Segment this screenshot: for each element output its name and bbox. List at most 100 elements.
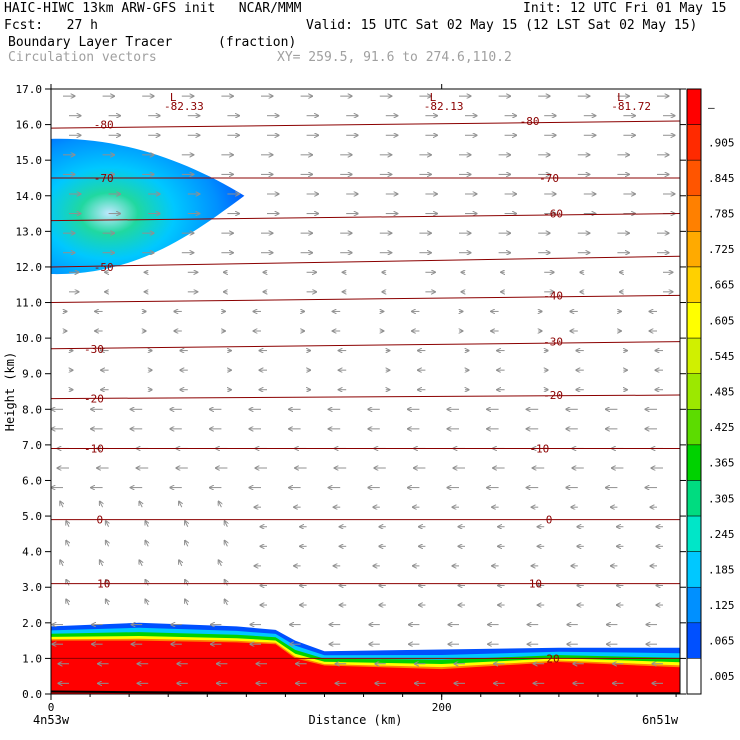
circulation-vector <box>139 560 142 567</box>
circulation-vector <box>218 501 221 508</box>
terrain-line <box>51 690 680 694</box>
y-tick-label: 1.0 <box>22 652 42 665</box>
field-units: (fraction) <box>218 35 297 50</box>
y-tick-label: 12.0 <box>16 261 43 274</box>
colorbar-swatch <box>686 551 702 588</box>
colorbar-label: .245 <box>708 528 735 541</box>
colorbar-label: .905 <box>708 136 735 149</box>
isotherm-label: 0 <box>546 514 553 527</box>
circulation-vector <box>100 560 103 567</box>
low-value: -81.72 <box>611 100 651 113</box>
isotherm-line <box>51 120 680 129</box>
colorbar-swatch <box>686 444 702 481</box>
y-tick-label: 4.0 <box>22 546 42 559</box>
isotherm-label: -80 <box>94 119 114 132</box>
circulation-vector <box>179 501 182 508</box>
colorbar-frame <box>686 88 702 695</box>
isotherm-label: -70 <box>94 172 114 185</box>
y-tick-label: 6.0 <box>22 474 42 487</box>
colorbar-label: .305 <box>708 492 735 505</box>
isotherm-label: -50 <box>94 261 114 274</box>
circulation-vector <box>185 521 188 527</box>
isotherm-label: -10 <box>529 442 549 455</box>
circulation-vector <box>185 599 188 606</box>
circulation-vector <box>66 579 69 586</box>
x-axis-label: Distance (km) <box>309 713 403 727</box>
y-tick-label: 14.0 <box>16 190 43 203</box>
circulation-vector <box>145 521 148 527</box>
y-tick-label: 8.0 <box>22 403 42 416</box>
circulation-vector <box>100 501 103 508</box>
colorbar-swatch <box>686 373 702 410</box>
circulation-vector <box>106 579 109 586</box>
colorbar-swatch <box>686 88 702 125</box>
circulation-vector <box>185 540 188 547</box>
colorbar-label: .665 <box>708 279 735 292</box>
colorbar-swatch <box>686 231 702 268</box>
low-value: -82.13 <box>424 100 464 113</box>
overlay-name: Circulation vectors <box>8 50 157 65</box>
y-tick-label: 0.0 <box>22 688 42 701</box>
colorbar-label: .485 <box>708 386 735 399</box>
isotherm-label: -80 <box>520 115 540 128</box>
isotherm-contours <box>51 120 680 659</box>
y-tick-label: 16.0 <box>16 119 43 132</box>
isotherm-line <box>51 213 680 222</box>
colorbar-label: .845 <box>708 172 735 185</box>
colorbar-label: .065 <box>708 635 735 648</box>
circulation-vector <box>224 579 227 586</box>
colorbar-swatch <box>686 586 702 624</box>
valid-time: Valid: 15 UTC Sat 02 May 15 (12 LST Sat … <box>306 18 698 33</box>
isotherm-line <box>51 341 680 350</box>
circulation-vector <box>60 560 63 567</box>
y-tick-label: 5.0 <box>22 510 42 523</box>
circulation-vector <box>145 599 148 606</box>
circulation-vector <box>185 579 188 586</box>
x-end-label: 6n51w <box>642 713 679 727</box>
upper-tracer-plume <box>51 138 245 275</box>
cross-section-endpoints: XY= 259.5, 91.6 to 274.6,110.2 <box>277 50 512 65</box>
circulation-vector <box>145 540 148 547</box>
model-title: HAIC-HIWC 13km ARW-GFS init NCAR/MMM <box>4 1 302 16</box>
colorbar-swatch <box>686 124 702 161</box>
isotherm-label: -20 <box>84 393 104 406</box>
colorbar-swatch <box>686 337 702 374</box>
colorbar-swatch <box>686 195 702 232</box>
circulation-vector <box>224 540 227 547</box>
isotherm-line <box>51 394 680 400</box>
isotherm-label: -30 <box>84 343 104 356</box>
isotherm-label: 20 <box>546 652 559 665</box>
y-tick-label: 17.0 <box>16 83 43 96</box>
isotherm-line <box>51 294 680 304</box>
circulation-vector <box>224 599 227 606</box>
boundary-layer-tracer-saturated <box>51 640 680 694</box>
isotherm-label: -20 <box>543 389 563 402</box>
isotherm-label: 10 <box>529 578 542 591</box>
circulation-vector <box>66 599 69 606</box>
colorbar-label: .725 <box>708 243 735 256</box>
colorbar-label: .365 <box>708 457 735 470</box>
isotherm-label: -40 <box>543 289 563 302</box>
low-marker: L <box>170 91 177 104</box>
low-marker: L <box>430 91 437 104</box>
colorbar-label: .005 <box>708 670 735 683</box>
colorbar-swatch <box>686 302 702 339</box>
circulation-vector <box>218 560 221 567</box>
isotherm-label: -70 <box>539 172 559 185</box>
colorbar-swatch <box>686 409 702 446</box>
plot-frame <box>50 88 681 695</box>
circulation-vector <box>179 560 182 567</box>
y-tick-label: 15.0 <box>16 154 43 167</box>
colorbar-swatch <box>686 622 702 659</box>
circulation-vector <box>66 521 69 527</box>
x-start-label: 4n53w <box>33 713 70 727</box>
y-tick-label: 2.0 <box>22 617 42 630</box>
isotherm-label: 0 <box>97 514 104 527</box>
colorbar-label: .125 <box>708 599 735 612</box>
colorbar-label: .545 <box>708 350 735 363</box>
circulation-vector <box>224 521 227 527</box>
field-name: Boundary Layer Tracer <box>8 35 173 50</box>
colorbar-swatch <box>686 480 702 517</box>
circulation-vector <box>139 501 142 508</box>
colorbar-swatch <box>686 266 702 303</box>
